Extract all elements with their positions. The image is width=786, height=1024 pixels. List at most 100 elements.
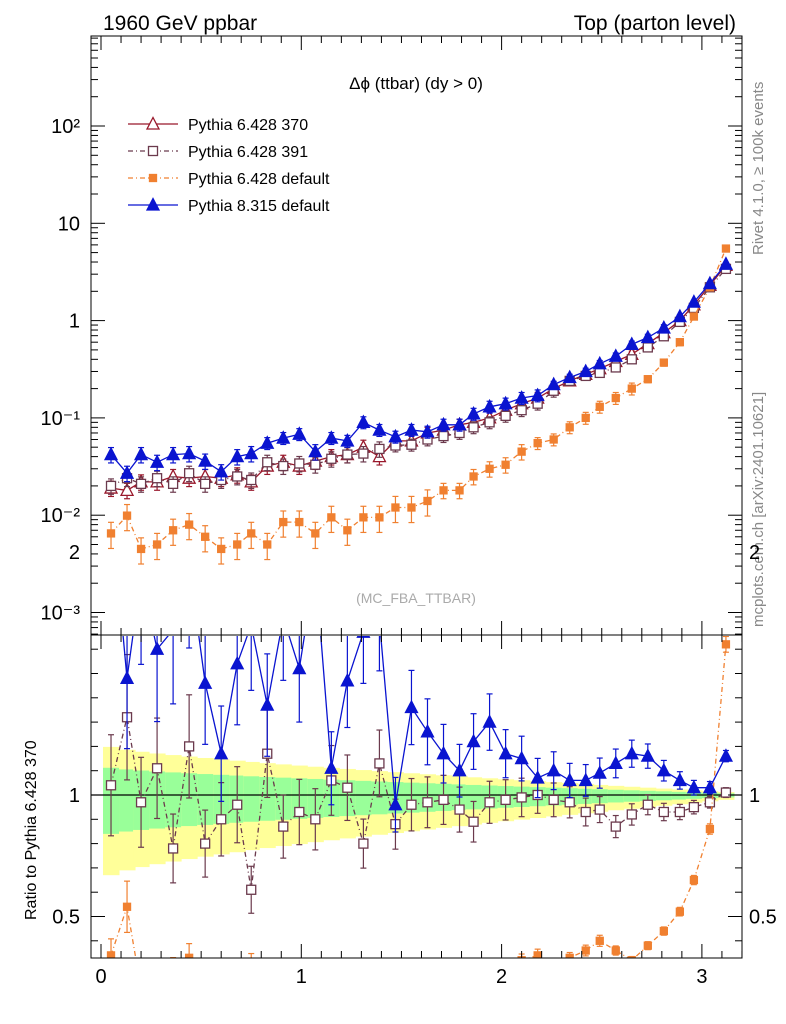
main-point (594, 367, 605, 379)
main-point (136, 544, 146, 554)
band-green (197, 774, 214, 825)
main-point (182, 445, 197, 460)
ratio-point (119, 670, 135, 685)
main-point (279, 517, 288, 527)
main-point (311, 529, 320, 538)
ratio-point (514, 750, 529, 765)
band-green (371, 781, 388, 815)
ratio-point (151, 763, 163, 774)
main-point (343, 526, 352, 535)
main-point (592, 355, 607, 370)
legend-item: Pythia 8.315 default (128, 197, 330, 215)
main-point (214, 463, 229, 478)
ratio-point (486, 962, 493, 969)
main-point (686, 294, 701, 308)
ratio-point (277, 611, 289, 623)
main-point (533, 439, 542, 448)
ratio-plot-frame (90, 634, 743, 959)
main-point (230, 448, 245, 463)
main-point (438, 430, 449, 442)
ratio-point (643, 941, 652, 950)
ratio-y-tick-label-left: 0.5 (52, 907, 80, 929)
ratio-point (309, 560, 321, 572)
ratio-point (234, 988, 241, 995)
legend-label: Pythia 8.315 default (188, 198, 330, 215)
band-green (465, 784, 483, 810)
main-plot-panel: 10⁻³ 10⁻² 10⁻¹ 1 10 10² (MC_FBA_TTBAR) Δϕ (tt… (41, 35, 743, 636)
ratio-point (548, 794, 559, 806)
ratio-point (170, 966, 177, 973)
uncertainty-bands (103, 746, 735, 876)
x-tick-label: 0 (95, 966, 106, 988)
y-tick-label: 10 (58, 213, 80, 235)
ratio-point (404, 699, 419, 714)
main-point (308, 443, 323, 458)
ratio-point (374, 758, 385, 769)
ratio-point (466, 733, 481, 748)
legend-marker (145, 197, 161, 211)
main-point (517, 447, 526, 456)
ratio-point (564, 797, 575, 808)
ratio-series-pythia-6-428-391 (105, 653, 732, 914)
legend-item: Pythia 6.428 370 (128, 116, 308, 134)
main-point (217, 544, 226, 554)
ratio-point (105, 497, 117, 509)
ratio-point (456, 983, 463, 990)
ratio-point (356, 636, 371, 638)
ratio-point (627, 956, 636, 958)
ratio-point (420, 723, 435, 738)
x-tick-label: 1 (296, 966, 307, 988)
ratio-point (659, 926, 668, 936)
ratio-point (376, 976, 383, 983)
main-point (516, 405, 527, 416)
band-green (181, 773, 198, 827)
ratio-point (516, 792, 527, 803)
ratio-y-tick-labels: 0.5 0.5 1 1 2 2 (52, 542, 777, 929)
analysis-watermark: (MC_FBA_TTBAR) (356, 590, 476, 606)
main-point (595, 402, 604, 411)
ratio-y-tick-label-right: 1 (749, 785, 760, 807)
main-point (276, 430, 291, 444)
main-point (391, 503, 400, 512)
mcplots-label: mcplots.cern.ch [arXiv:2401.10621] (750, 392, 767, 627)
main-point (324, 430, 339, 444)
ratio-point (674, 806, 686, 818)
main-point (103, 446, 119, 461)
main-point (484, 417, 495, 428)
ratio-point (324, 760, 339, 774)
header-right: Top (parton level) (574, 12, 736, 35)
ratio-point (578, 772, 593, 787)
main-point (546, 376, 561, 391)
main-point (468, 422, 479, 433)
main-point (232, 471, 243, 482)
main-series-pythia-8-315-default (103, 256, 734, 483)
ratio-point (610, 821, 621, 832)
ratio-point (688, 802, 700, 813)
ratio-point (436, 745, 451, 760)
main-point (294, 458, 305, 469)
header-left: 1960 GeV ppbar (103, 12, 257, 35)
ratio-point (658, 806, 669, 818)
ratio-point (200, 838, 211, 849)
ratio-point (392, 983, 399, 990)
main-point (310, 459, 321, 470)
main-point (359, 513, 368, 522)
band-green (243, 776, 260, 822)
ratio-point (484, 797, 495, 808)
main-point (292, 426, 307, 440)
ratio-series-group (105, 497, 734, 995)
band-green (655, 791, 673, 801)
y-tick-label: 10⁻¹ (41, 408, 81, 430)
ratio-point (216, 814, 227, 825)
main-point (407, 503, 416, 512)
band-green (259, 776, 276, 821)
main-point (358, 448, 369, 459)
main-point (452, 416, 467, 431)
ratio-point (608, 755, 623, 770)
ratio-point (562, 772, 577, 787)
main-axis-ticks (91, 36, 743, 635)
ratio-point (530, 770, 545, 784)
legend-label: Pythia 6.428 391 (188, 144, 308, 161)
ratio-point (686, 779, 701, 794)
